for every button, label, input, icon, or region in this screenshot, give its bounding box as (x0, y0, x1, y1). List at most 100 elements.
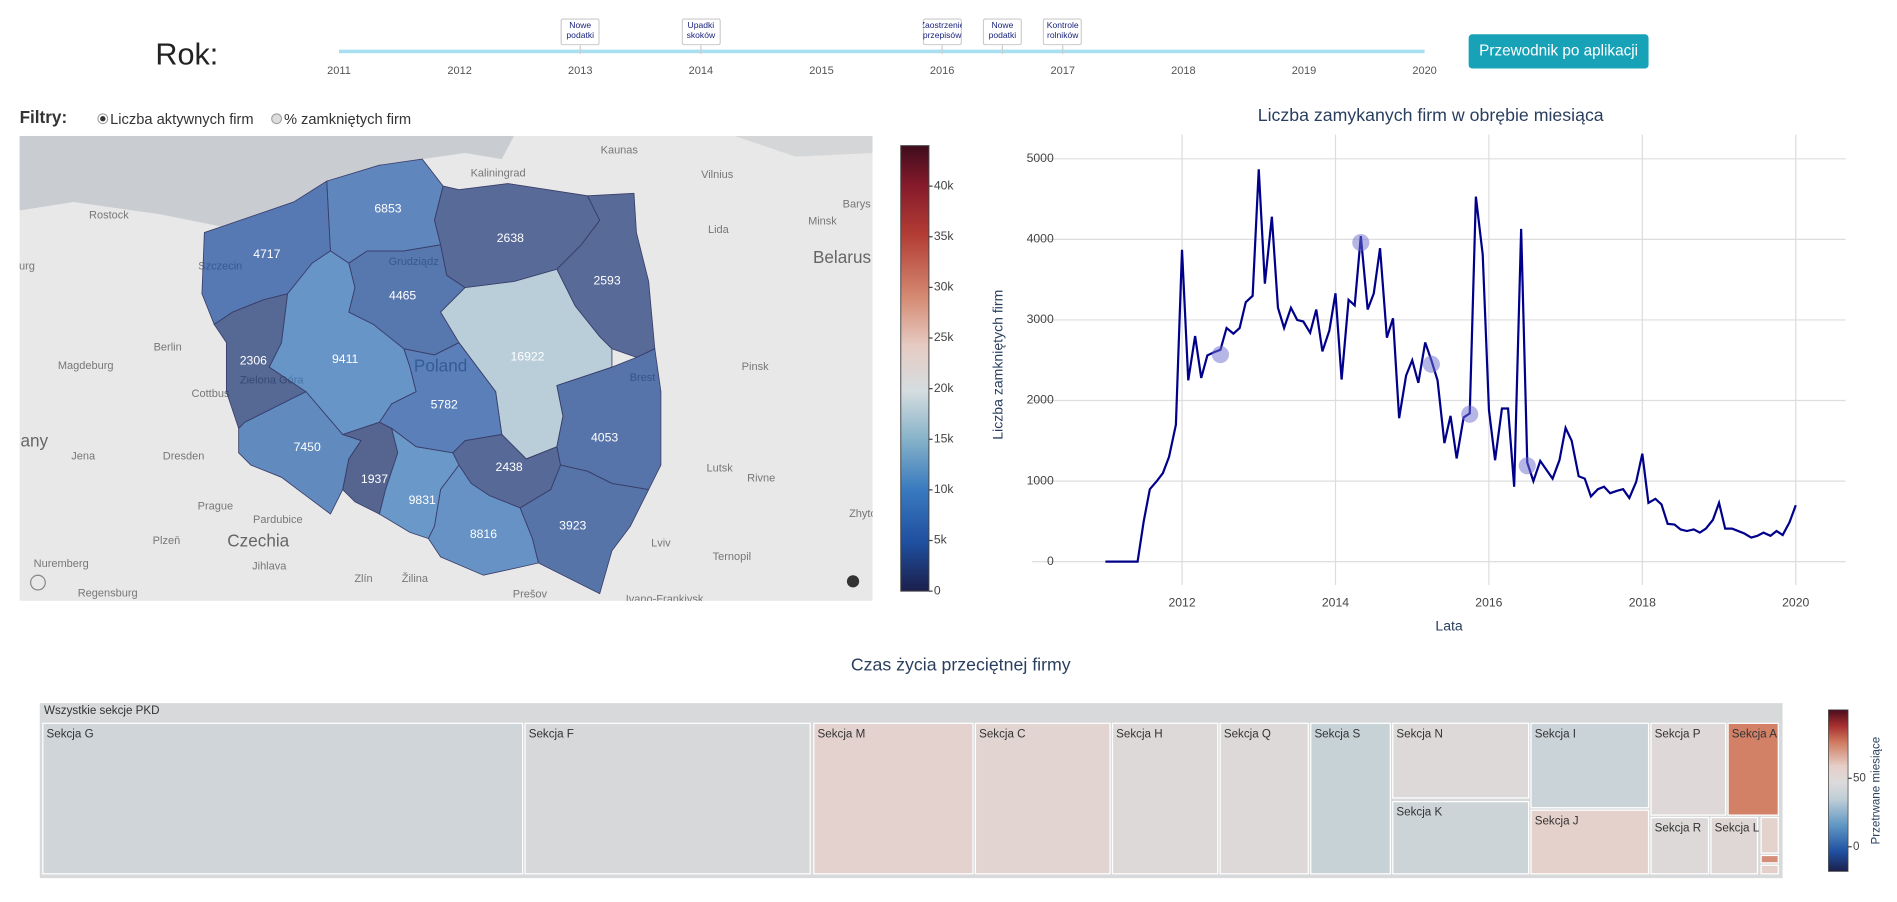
basemap-label: Plzeň (153, 535, 181, 547)
treemap-tile[interactable] (1310, 722, 1391, 875)
map: KaliningradKaunasVilniusRostockSzczecinG… (19, 135, 877, 601)
basemap-label: Magdeburg (58, 360, 114, 372)
y-tick-label: 5000 (1027, 151, 1054, 165)
basemap-label: Pinsk (742, 361, 769, 373)
basemap-sea (19, 135, 515, 227)
slider-year[interactable]: 2013 (568, 65, 592, 77)
basemap-label: Kaunas (601, 144, 639, 156)
basemap-label: Lida (708, 224, 730, 236)
treemap-tile[interactable] (1650, 722, 1727, 816)
y-tick-label: 0 (1047, 554, 1054, 568)
basemap-label: Prague (198, 501, 233, 513)
basemap-label: Rivne (747, 472, 775, 484)
map-colorbar: 0 5k 10k 15k 20k 25k 30k 35k 40k (900, 145, 955, 597)
colorbar-tick-label: 0 (934, 583, 941, 597)
radio-label[interactable]: % zamkniętych firm (284, 112, 411, 128)
treemap-label: Sekcja R (1655, 822, 1701, 835)
treemap-tile[interactable] (1710, 816, 1759, 875)
region-value: 2306 (240, 353, 267, 367)
colorbar-tick-label: 50 (1853, 771, 1866, 784)
radio-dot[interactable] (100, 116, 106, 122)
treemap-label: Sekcja Q (1224, 727, 1271, 740)
y-tick-label: 1000 (1027, 473, 1054, 487)
marker[interactable] (1352, 234, 1370, 252)
basemap-label: Zhyto (849, 508, 877, 520)
radio-label[interactable]: Liczba aktywnych firm (110, 112, 254, 128)
treemap-tile[interactable] (1650, 816, 1710, 875)
year-slider[interactable]: 2011 2012 2013 2014 2015 2016 2017 2018 2019 2020… (327, 18, 1437, 77)
treemap-tile[interactable] (974, 722, 1111, 875)
year-title: Rok: (155, 37, 218, 71)
y-tick-label: 3000 (1027, 312, 1054, 326)
slider-year[interactable]: 2015 (809, 65, 833, 77)
slider-year[interactable]: 2011 (327, 65, 351, 77)
basemap-label: Barys (843, 198, 872, 210)
basemap-label: Belarus (813, 247, 871, 267)
basemap-label: Ternopil (713, 551, 752, 563)
treemap-tile[interactable] (1760, 854, 1779, 864)
slider-year[interactable]: 2018 (1171, 65, 1195, 77)
slider-year[interactable]: 2014 (689, 65, 713, 77)
guide-button[interactable] (1468, 34, 1649, 69)
event-label: Nowe podatki (560, 18, 600, 46)
region-value: 4053 (591, 430, 618, 444)
treemap-label: Sekcja S (1314, 727, 1360, 740)
basemap-label: Prešov (513, 589, 548, 601)
slider-year[interactable]: 2012 (447, 65, 471, 77)
basemap-label: Regensburg (78, 587, 138, 599)
marker[interactable] (1461, 405, 1479, 423)
treemap-tile[interactable] (1530, 809, 1650, 875)
colorbar-tick-label: 15k (934, 431, 955, 445)
slider-year[interactable]: 2020 (1412, 65, 1436, 77)
x-tick-label: 2014 (1322, 596, 1349, 610)
x-tick-label: 2012 (1168, 596, 1195, 610)
treemap-tile[interactable] (1727, 722, 1779, 816)
slider-year[interactable]: 2019 (1292, 65, 1316, 77)
y-tick-label: 4000 (1027, 232, 1054, 246)
radio[interactable] (271, 113, 282, 125)
colorbar (1828, 709, 1849, 872)
region-value: 8816 (470, 527, 497, 541)
basemap-label: Lviv (651, 537, 671, 549)
basemap-label: Dresden (163, 450, 205, 462)
basemap-label: Lutsk (706, 463, 733, 475)
event-label: Kontrole rolników (1043, 18, 1083, 46)
colorbar (900, 145, 930, 592)
basemap-label: Jena (71, 450, 96, 462)
event-label: Upadki skoków (681, 18, 721, 46)
treemap-label: Sekcja C (979, 727, 1025, 740)
treemap-tile[interactable] (813, 722, 974, 875)
treemap-tile[interactable] (1392, 722, 1530, 799)
treemap-tile[interactable] (1111, 722, 1219, 875)
marker[interactable] (1518, 457, 1536, 475)
marker[interactable] (1211, 346, 1229, 364)
treemap-tile[interactable] (1530, 722, 1650, 809)
line-chart: Liczba zamykanych firm w obrębie miesiąc… (989, 105, 1846, 633)
colorbar-title: Przetrwane miesiące (1869, 737, 1882, 845)
colorbar-tick-label: 35k (934, 229, 955, 243)
treemap-tile[interactable] (1392, 801, 1530, 875)
region-value: 5782 (431, 397, 458, 411)
treemap-tile[interactable] (1760, 864, 1779, 875)
map-logo (29, 574, 46, 591)
marker[interactable] (1422, 355, 1440, 373)
region[interactable] (427, 464, 540, 576)
region-value: 2438 (496, 460, 523, 474)
treemap-tile[interactable] (42, 722, 524, 875)
basemap-label: Vilnius (701, 169, 734, 181)
treemap-tile[interactable] (1760, 816, 1779, 854)
region[interactable] (519, 464, 650, 595)
basemap-label: urg (19, 261, 35, 273)
treemap-tile[interactable] (524, 722, 811, 875)
treemap-tile[interactable] (1219, 722, 1309, 875)
slider-year[interactable]: 2017 (1050, 65, 1074, 77)
guide-button-label[interactable]: Przewodnik po aplikacji (1479, 42, 1638, 59)
colorbar-tick-label: 5k (934, 533, 948, 547)
region-value: 9411 (332, 352, 358, 366)
x-tick-label: 2020 (1782, 596, 1809, 610)
region-value: 3923 (559, 519, 586, 533)
basemap-label: Zlín (354, 573, 372, 585)
slider-year[interactable]: 2016 (930, 65, 954, 77)
